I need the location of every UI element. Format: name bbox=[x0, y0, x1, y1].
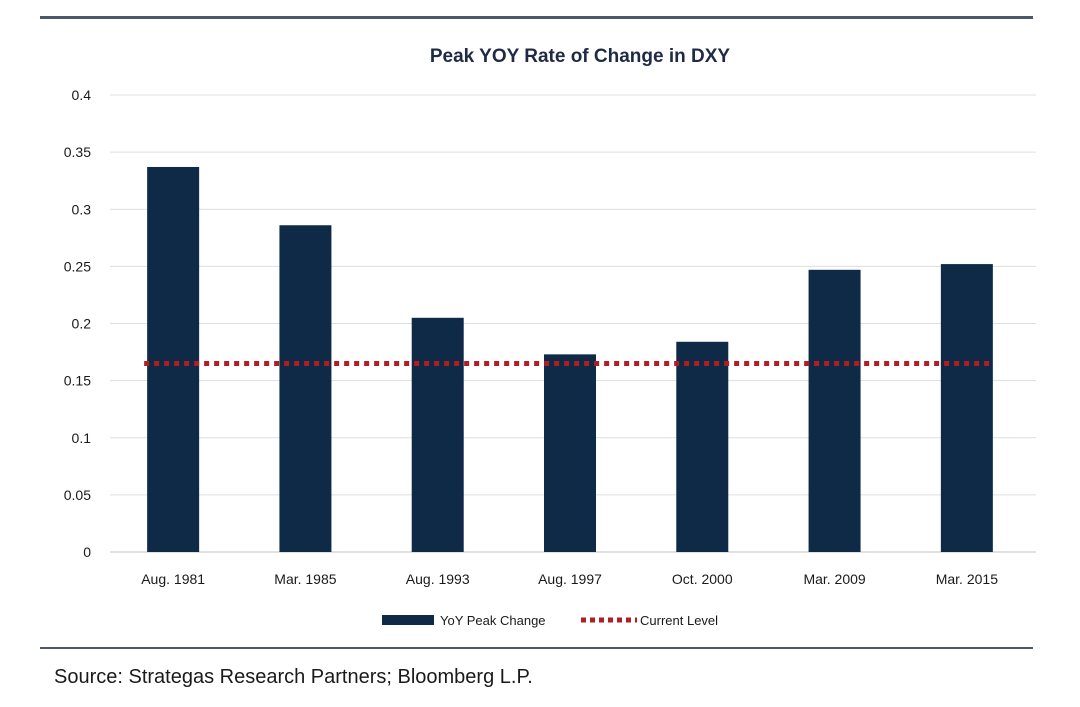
bar bbox=[676, 341, 729, 552]
bar bbox=[279, 225, 332, 552]
legend-label-current-level: Current Level bbox=[640, 613, 718, 628]
y-tick-label: 0.25 bbox=[64, 258, 91, 274]
y-tick-label: 0.4 bbox=[72, 87, 92, 103]
y-tick-label: 0.35 bbox=[64, 144, 91, 160]
bars bbox=[147, 166, 993, 553]
x-axis-ticks: Aug. 1981 Mar. 1985 Aug. 1993 Aug. 1997 Oct.… bbox=[141, 571, 998, 587]
legend: YoY Peak Change Current Level bbox=[382, 613, 718, 628]
y-tick-label: 0.3 bbox=[72, 201, 92, 217]
y-tick-label: 0.15 bbox=[64, 373, 91, 389]
y-tick-label: 0 bbox=[83, 544, 91, 560]
x-tick-label: Mar. 1985 bbox=[274, 571, 336, 587]
x-tick-label: Mar. 2009 bbox=[803, 571, 865, 587]
bottom-rule bbox=[40, 647, 1033, 649]
legend-swatch-bars bbox=[382, 615, 434, 625]
y-tick-label: 0.05 bbox=[64, 487, 91, 503]
chart-title: Peak YOY Rate of Change in DXY bbox=[430, 46, 731, 67]
y-axis-ticks: 0 0.05 0.1 0.15 0.2 0.25 0.3 0.35 0.4 bbox=[64, 87, 91, 560]
x-tick-label: Oct. 2000 bbox=[672, 571, 733, 587]
gridlines bbox=[110, 94, 1036, 553]
y-tick-label: 0.1 bbox=[72, 430, 92, 446]
bar bbox=[411, 317, 464, 552]
source-note: Source: Strategas Research Partners; Blo… bbox=[54, 666, 533, 688]
legend-label-bars: YoY Peak Change bbox=[440, 613, 546, 628]
y-tick-label: 0.2 bbox=[72, 316, 92, 332]
bar bbox=[808, 269, 861, 552]
top-rule bbox=[40, 16, 1033, 19]
bar bbox=[147, 166, 200, 553]
x-tick-label: Aug. 1981 bbox=[141, 571, 205, 587]
bar bbox=[544, 354, 596, 552]
x-tick-label: Aug. 1993 bbox=[406, 571, 470, 587]
bar bbox=[940, 264, 993, 552]
x-tick-label: Mar. 2015 bbox=[936, 571, 998, 587]
x-tick-label: Aug. 1997 bbox=[538, 571, 602, 587]
